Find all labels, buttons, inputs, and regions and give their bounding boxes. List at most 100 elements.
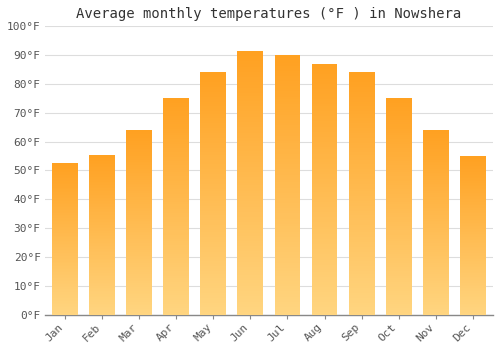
Bar bbox=[460, 234, 485, 236]
Bar bbox=[348, 211, 374, 213]
Bar bbox=[460, 293, 485, 294]
Bar bbox=[52, 198, 78, 200]
Bar bbox=[126, 173, 152, 174]
Bar bbox=[386, 144, 411, 146]
Bar bbox=[238, 265, 264, 267]
Bar bbox=[52, 301, 78, 303]
Bar bbox=[422, 250, 448, 252]
Bar bbox=[164, 224, 190, 226]
Bar bbox=[460, 221, 485, 223]
Bar bbox=[90, 302, 115, 303]
Bar bbox=[200, 271, 226, 274]
Bar bbox=[52, 204, 78, 206]
Bar bbox=[348, 312, 374, 315]
Bar bbox=[52, 238, 78, 239]
Bar bbox=[348, 177, 374, 179]
Bar bbox=[422, 186, 448, 187]
Bar bbox=[422, 285, 448, 287]
Bar bbox=[238, 244, 264, 246]
Bar bbox=[52, 189, 78, 190]
Bar bbox=[274, 107, 300, 110]
Bar bbox=[200, 174, 226, 177]
Bar bbox=[200, 82, 226, 85]
Bar bbox=[200, 85, 226, 87]
Bar bbox=[126, 256, 152, 258]
Bar bbox=[52, 262, 78, 263]
Bar bbox=[386, 295, 411, 298]
Bar bbox=[348, 194, 374, 196]
Bar bbox=[312, 141, 338, 144]
Bar bbox=[200, 191, 226, 194]
Bar bbox=[52, 166, 78, 168]
Bar bbox=[238, 212, 264, 215]
Bar bbox=[460, 288, 485, 289]
Bar bbox=[52, 206, 78, 207]
Bar bbox=[422, 198, 448, 200]
Bar bbox=[200, 290, 226, 293]
Bar bbox=[348, 274, 374, 276]
Bar bbox=[52, 251, 78, 253]
Bar bbox=[386, 226, 411, 228]
Bar bbox=[348, 247, 374, 249]
Bar bbox=[164, 228, 190, 230]
Bar bbox=[52, 265, 78, 266]
Bar bbox=[200, 213, 226, 215]
Bar bbox=[312, 250, 338, 252]
Bar bbox=[460, 158, 485, 159]
Bar bbox=[52, 175, 78, 177]
Bar bbox=[386, 280, 411, 282]
Bar bbox=[422, 233, 448, 235]
Bar bbox=[126, 281, 152, 284]
Bar bbox=[274, 65, 300, 68]
Bar bbox=[312, 312, 338, 315]
Bar bbox=[52, 169, 78, 171]
Bar bbox=[238, 278, 264, 280]
Bar bbox=[422, 171, 448, 173]
Bar bbox=[274, 167, 300, 169]
Bar bbox=[422, 226, 448, 228]
Bar bbox=[200, 223, 226, 225]
Bar bbox=[312, 229, 338, 232]
Bar bbox=[348, 87, 374, 89]
Bar bbox=[348, 201, 374, 203]
Bar bbox=[348, 104, 374, 106]
Bar bbox=[52, 207, 78, 209]
Bar bbox=[274, 146, 300, 149]
Bar bbox=[200, 102, 226, 104]
Bar bbox=[90, 191, 115, 193]
Bar bbox=[348, 269, 374, 271]
Bar bbox=[348, 152, 374, 155]
Bar bbox=[200, 111, 226, 114]
Bar bbox=[312, 187, 338, 189]
Bar bbox=[274, 193, 300, 195]
Bar bbox=[274, 94, 300, 97]
Bar bbox=[386, 172, 411, 174]
Bar bbox=[90, 160, 115, 161]
Bar bbox=[312, 179, 338, 182]
Bar bbox=[238, 299, 264, 301]
Bar bbox=[312, 134, 338, 136]
Bar bbox=[126, 213, 152, 215]
Bar bbox=[164, 168, 190, 170]
Bar bbox=[348, 138, 374, 140]
Bar bbox=[422, 165, 448, 167]
Bar bbox=[52, 186, 78, 188]
Bar bbox=[460, 196, 485, 197]
Bar bbox=[312, 270, 338, 272]
Bar bbox=[126, 254, 152, 256]
Bar bbox=[460, 172, 485, 174]
Bar bbox=[460, 186, 485, 188]
Bar bbox=[200, 123, 226, 126]
Bar bbox=[90, 289, 115, 291]
Bar bbox=[386, 118, 411, 120]
Bar bbox=[386, 198, 411, 200]
Bar bbox=[52, 275, 78, 277]
Bar bbox=[126, 294, 152, 296]
Bar bbox=[422, 204, 448, 206]
Bar bbox=[274, 268, 300, 271]
Bar bbox=[90, 212, 115, 214]
Bar bbox=[52, 310, 78, 312]
Bar bbox=[312, 79, 338, 81]
Bar bbox=[90, 262, 115, 264]
Bar bbox=[200, 80, 226, 82]
